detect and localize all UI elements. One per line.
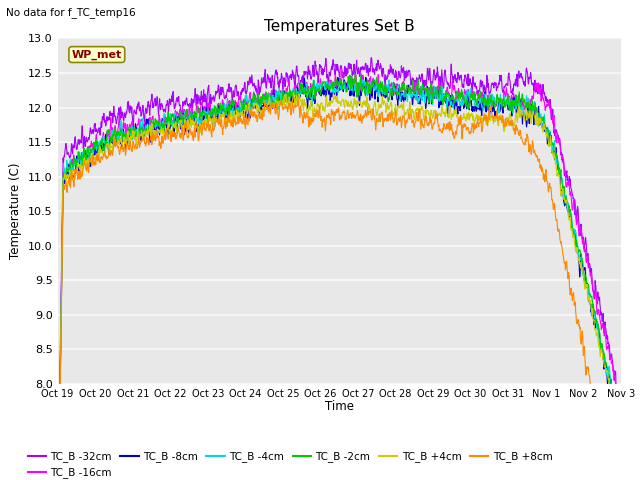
TC_B +8cm: [472, 121, 480, 127]
TC_B -32cm: [324, 83, 332, 89]
Text: WP_met: WP_met: [72, 49, 122, 60]
X-axis label: Time: Time: [324, 400, 354, 413]
TC_B +4cm: [290, 89, 298, 95]
TC_B -4cm: [472, 102, 480, 108]
TC_B -8cm: [142, 124, 150, 130]
Title: Temperatures Set B: Temperatures Set B: [264, 20, 415, 35]
Y-axis label: Temperature (C): Temperature (C): [10, 163, 22, 260]
TC_B -4cm: [314, 86, 321, 92]
TC_B -16cm: [324, 83, 332, 88]
TC_B -2cm: [610, 396, 618, 402]
TC_B -4cm: [142, 123, 150, 129]
TC_B -4cm: [555, 165, 563, 171]
TC_B -4cm: [324, 85, 332, 91]
TC_B +8cm: [555, 226, 563, 232]
TC_B +4cm: [555, 173, 563, 179]
Line: TC_B +8cm: TC_B +8cm: [58, 99, 621, 480]
TC_B -32cm: [367, 55, 375, 60]
TC_B -16cm: [338, 68, 346, 74]
TC_B -4cm: [358, 77, 366, 83]
TC_B -8cm: [610, 397, 618, 403]
TC_B -32cm: [610, 370, 618, 376]
TC_B +4cm: [472, 113, 480, 119]
Text: No data for f_TC_temp16: No data for f_TC_temp16: [6, 7, 136, 18]
TC_B +8cm: [314, 115, 322, 120]
Line: TC_B -8cm: TC_B -8cm: [58, 77, 621, 480]
Line: TC_B -4cm: TC_B -4cm: [58, 80, 621, 480]
TC_B -8cm: [324, 87, 332, 93]
TC_B -16cm: [555, 138, 563, 144]
TC_B +4cm: [314, 102, 322, 108]
TC_B +4cm: [142, 133, 150, 139]
Legend: TC_B -32cm, TC_B -16cm, TC_B -8cm, TC_B -4cm, TC_B -2cm, TC_B +4cm, TC_B +8cm: TC_B -32cm, TC_B -16cm, TC_B -8cm, TC_B …: [24, 447, 557, 480]
TC_B -2cm: [324, 87, 332, 93]
TC_B -4cm: [610, 394, 618, 400]
TC_B -2cm: [314, 88, 321, 94]
TC_B -32cm: [472, 85, 480, 91]
TC_B +4cm: [325, 100, 333, 106]
TC_B -16cm: [472, 89, 480, 95]
TC_B -32cm: [314, 73, 321, 79]
TC_B -8cm: [555, 165, 563, 171]
Line: TC_B -2cm: TC_B -2cm: [58, 74, 621, 480]
Line: TC_B -16cm: TC_B -16cm: [58, 71, 621, 480]
TC_B -32cm: [555, 135, 563, 141]
TC_B -32cm: [142, 105, 150, 111]
TC_B -16cm: [142, 127, 150, 132]
TC_B +4cm: [610, 396, 618, 402]
TC_B -8cm: [472, 108, 480, 114]
TC_B -8cm: [314, 87, 321, 93]
Line: TC_B -32cm: TC_B -32cm: [58, 58, 621, 480]
TC_B -2cm: [142, 129, 150, 134]
TC_B -16cm: [610, 368, 618, 374]
TC_B -2cm: [555, 173, 563, 179]
TC_B -16cm: [314, 87, 321, 93]
TC_B -2cm: [351, 72, 359, 77]
TC_B +8cm: [325, 111, 333, 117]
TC_B +8cm: [278, 96, 285, 102]
Line: TC_B +4cm: TC_B +4cm: [58, 92, 621, 480]
TC_B -8cm: [362, 74, 370, 80]
TC_B -2cm: [472, 101, 480, 107]
TC_B +8cm: [142, 143, 150, 149]
